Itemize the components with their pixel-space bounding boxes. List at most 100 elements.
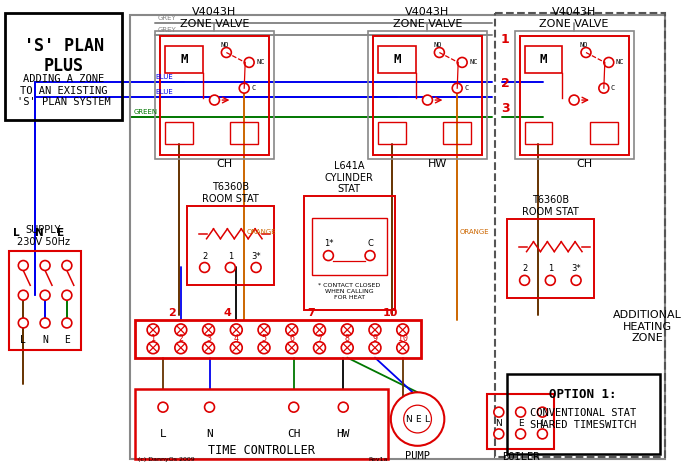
Text: SUPPLY
230V 50Hz: SUPPLY 230V 50Hz [17,225,70,247]
Text: 3: 3 [501,102,509,115]
Text: HW: HW [337,429,350,439]
Text: NC: NC [469,59,477,66]
Circle shape [342,342,353,354]
Circle shape [520,275,529,285]
Circle shape [147,324,159,336]
Circle shape [581,48,591,58]
Text: 2: 2 [168,308,176,318]
Circle shape [251,263,261,272]
Circle shape [62,261,72,271]
Text: 7: 7 [307,308,315,318]
Circle shape [175,324,187,336]
Text: PUMP: PUMP [405,451,430,461]
Text: V4043H
ZONE VALVE: V4043H ZONE VALVE [180,7,249,29]
Circle shape [203,324,215,336]
Text: NO: NO [433,42,442,48]
Text: 5: 5 [262,334,266,344]
Circle shape [457,58,467,67]
Text: ADDING A ZONE
TO AN EXISTING
'S' PLAN SYSTEM: ADDING A ZONE TO AN EXISTING 'S' PLAN SY… [17,74,111,108]
Text: C: C [251,85,255,91]
Circle shape [62,318,72,328]
Circle shape [338,402,348,412]
Text: 4: 4 [224,308,231,318]
Text: 4: 4 [234,334,239,344]
Circle shape [203,342,215,354]
Circle shape [289,402,299,412]
Circle shape [342,324,353,336]
Text: 1: 1 [501,33,509,46]
Circle shape [515,429,526,439]
Text: E: E [518,418,524,428]
Circle shape [62,290,72,300]
Text: 3*: 3* [571,264,581,273]
Circle shape [158,402,168,412]
Circle shape [258,342,270,354]
Text: Rev1a: Rev1a [368,457,388,461]
Text: ORANGE: ORANGE [459,229,489,235]
Circle shape [40,290,50,300]
Text: N: N [405,415,412,424]
Text: GREY: GREY [158,15,177,21]
Text: CH: CH [576,160,592,169]
Circle shape [515,407,526,417]
Text: 'S' PLAN
PLUS: 'S' PLAN PLUS [24,37,104,75]
Circle shape [435,48,444,58]
Text: ADDITIONAL
HEATING
ZONE: ADDITIONAL HEATING ZONE [613,310,682,344]
Circle shape [604,58,613,67]
Text: C: C [611,85,615,91]
Circle shape [365,251,375,261]
Circle shape [40,318,50,328]
Circle shape [404,405,431,433]
Circle shape [230,342,242,354]
Text: 1: 1 [150,334,155,344]
Text: NO: NO [220,42,228,48]
Circle shape [258,324,270,336]
Text: 2: 2 [522,264,527,273]
Text: M: M [540,53,547,66]
Text: M: M [180,53,188,66]
Circle shape [204,402,215,412]
Circle shape [239,83,249,93]
Text: M: M [393,53,400,66]
Text: N: N [35,228,44,238]
Circle shape [313,342,326,354]
Circle shape [369,324,381,336]
Circle shape [599,83,609,93]
Circle shape [324,251,333,261]
Text: 3*: 3* [251,251,261,261]
Text: 1*: 1* [324,239,333,248]
Text: 1: 1 [228,251,233,261]
Text: NO: NO [580,42,589,48]
Text: L641A
CYLINDER
STAT: L641A CYLINDER STAT [325,161,374,194]
Circle shape [569,95,579,105]
Text: C: C [367,239,373,248]
Text: 7: 7 [317,334,322,344]
Circle shape [313,324,326,336]
Circle shape [397,342,408,354]
Text: 10: 10 [382,308,397,318]
Circle shape [538,429,547,439]
Text: TIME CONTROLLER: TIME CONTROLLER [208,444,315,457]
Circle shape [221,48,231,58]
Circle shape [147,342,159,354]
Circle shape [538,407,547,417]
Text: C: C [464,85,469,91]
Text: V4043H
ZONE VALVE: V4043H ZONE VALVE [540,7,609,29]
Text: L: L [20,335,26,345]
Text: E: E [64,335,70,345]
Circle shape [19,318,28,328]
Circle shape [226,263,235,272]
Circle shape [210,95,219,105]
Text: E: E [415,415,420,424]
Text: * CONTACT CLOSED
WHEN CALLING
FOR HEAT: * CONTACT CLOSED WHEN CALLING FOR HEAT [318,283,380,300]
Circle shape [545,275,555,285]
Text: T6360B
ROOM STAT: T6360B ROOM STAT [202,183,259,204]
Text: 9: 9 [373,334,377,344]
Text: N: N [42,335,48,345]
Text: 2: 2 [501,77,509,90]
Circle shape [391,392,444,446]
Text: N: N [206,429,213,439]
Text: L: L [13,228,20,238]
Text: L: L [540,418,545,428]
Text: E: E [57,228,64,238]
